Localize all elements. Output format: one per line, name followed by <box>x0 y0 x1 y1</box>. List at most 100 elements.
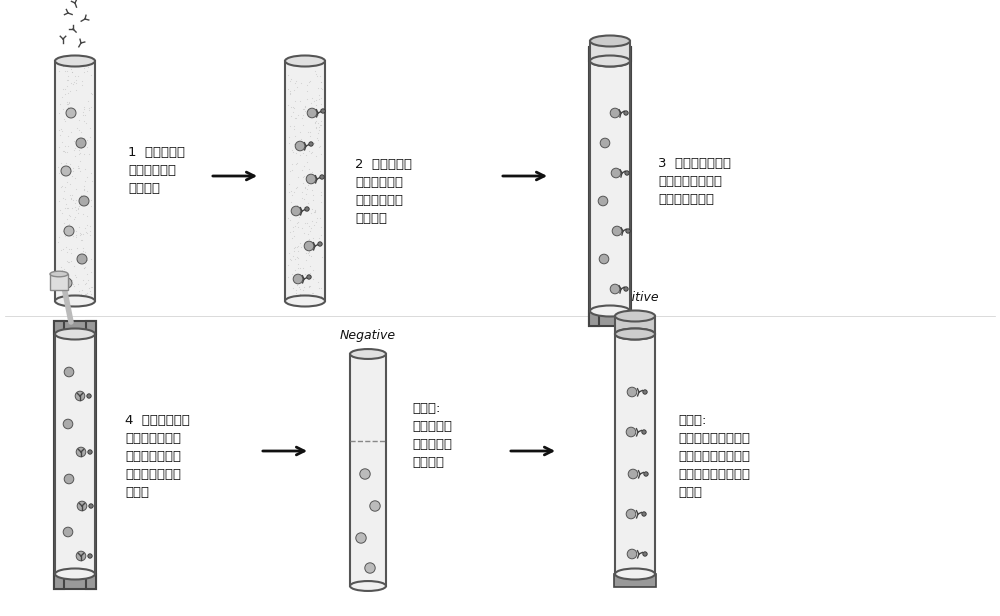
Point <box>83 71 99 81</box>
Point <box>625 541 641 551</box>
Point <box>633 358 649 368</box>
Point <box>595 102 611 112</box>
Point <box>353 375 369 384</box>
Point <box>628 504 644 514</box>
Point <box>603 206 619 216</box>
Point <box>285 251 301 261</box>
Point <box>637 436 653 446</box>
Point <box>60 533 76 543</box>
Point <box>310 135 326 145</box>
Point <box>356 419 372 429</box>
Point <box>295 263 311 273</box>
Point <box>607 224 623 233</box>
Bar <box>589 311 631 326</box>
Point <box>51 233 67 243</box>
Point <box>55 355 71 365</box>
Point <box>627 450 643 460</box>
Point <box>358 462 374 472</box>
Circle shape <box>89 504 93 508</box>
Point <box>595 68 611 78</box>
Point <box>63 256 79 266</box>
Bar <box>86 320 96 589</box>
Point <box>77 426 93 436</box>
Point <box>84 176 100 186</box>
Point <box>619 253 635 263</box>
Point <box>604 155 620 165</box>
Point <box>593 232 609 241</box>
Point <box>61 480 77 490</box>
Point <box>287 265 303 275</box>
Bar <box>50 274 68 290</box>
Point <box>372 367 388 376</box>
Point <box>80 351 96 361</box>
Point <box>351 479 367 488</box>
Point <box>351 524 367 534</box>
Point <box>639 475 655 485</box>
Circle shape <box>88 450 92 454</box>
Point <box>301 272 317 282</box>
Ellipse shape <box>350 581 386 591</box>
Point <box>616 116 632 126</box>
Point <box>590 128 606 138</box>
Point <box>370 511 386 521</box>
Point <box>284 165 300 175</box>
Point <box>615 351 631 361</box>
Point <box>290 246 306 256</box>
Point <box>622 509 638 519</box>
Point <box>81 544 97 554</box>
Point <box>309 133 325 143</box>
Point <box>588 162 604 172</box>
Point <box>52 282 68 292</box>
Point <box>589 129 605 139</box>
Point <box>626 419 642 429</box>
Point <box>71 126 87 136</box>
Point <box>301 246 317 256</box>
Point <box>58 459 74 469</box>
Circle shape <box>66 108 76 118</box>
Point <box>602 183 618 193</box>
Point <box>303 208 319 218</box>
Point <box>615 301 631 311</box>
Circle shape <box>599 254 609 264</box>
Circle shape <box>643 552 647 556</box>
Point <box>313 222 329 232</box>
Point <box>60 203 76 213</box>
Point <box>617 399 633 409</box>
Point <box>287 221 303 231</box>
Point <box>588 197 604 207</box>
Point <box>639 353 655 363</box>
Point <box>77 110 93 120</box>
Point <box>609 81 625 91</box>
Point <box>82 332 98 342</box>
Point <box>595 243 611 253</box>
Point <box>640 457 656 467</box>
Point <box>613 168 629 178</box>
Point <box>373 393 389 403</box>
Point <box>51 142 67 152</box>
Point <box>358 578 374 588</box>
Point <box>286 124 302 134</box>
Point <box>78 449 94 459</box>
Point <box>610 87 626 97</box>
Point <box>66 476 82 486</box>
Point <box>590 124 606 134</box>
Point <box>610 156 626 166</box>
Point <box>79 211 95 221</box>
Point <box>346 566 362 576</box>
Point <box>51 125 67 135</box>
Point <box>309 213 325 222</box>
Point <box>310 291 326 301</box>
Point <box>365 446 381 456</box>
Point <box>284 233 300 243</box>
Point <box>614 564 630 573</box>
Ellipse shape <box>615 569 655 580</box>
Point <box>373 524 389 533</box>
Point <box>604 83 620 92</box>
Point <box>615 275 631 285</box>
Point <box>307 205 323 215</box>
Point <box>74 285 90 295</box>
Point <box>55 244 71 254</box>
Point <box>71 222 87 232</box>
Point <box>291 212 307 222</box>
Point <box>365 506 381 516</box>
